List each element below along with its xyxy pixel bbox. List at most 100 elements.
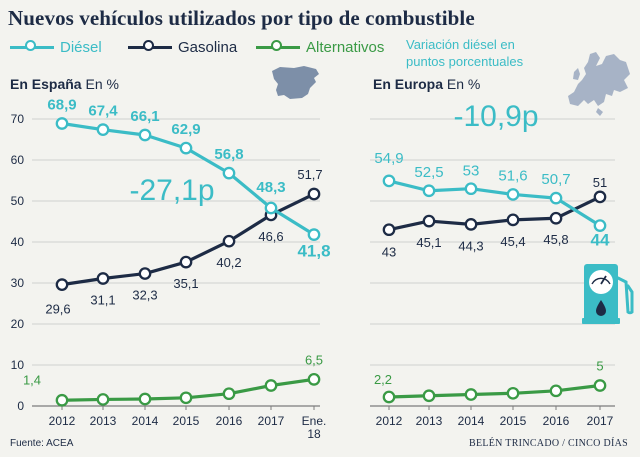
data-point-gasolina bbox=[382, 223, 396, 237]
data-label-gasolina: 45,4 bbox=[500, 234, 525, 249]
data-label-diésel: 44 bbox=[591, 231, 610, 250]
data-point-gasolina bbox=[422, 214, 436, 228]
y-tick-label: 60 bbox=[11, 153, 25, 167]
data-point-gasolina bbox=[179, 255, 193, 269]
legend-swatch-diesel bbox=[10, 39, 54, 51]
data-label-gasolina: 43 bbox=[382, 245, 396, 260]
data-point-alternativos bbox=[55, 393, 69, 407]
legend-swatch-alternativos bbox=[256, 39, 300, 51]
data-label-diésel: 68,9 bbox=[47, 97, 76, 114]
data-point-diésel bbox=[382, 174, 396, 188]
data-label-gasolina: 51 bbox=[593, 175, 607, 190]
data-point-alternativos bbox=[138, 392, 152, 406]
data-point-diésel bbox=[593, 219, 607, 232]
x-tick-label: 2016 bbox=[543, 414, 570, 428]
y-tick-label: 70 bbox=[11, 112, 25, 126]
data-point-gasolina bbox=[55, 278, 69, 291]
data-point-gasolina bbox=[138, 267, 152, 280]
data-point-gasolina bbox=[222, 234, 236, 248]
data-point-gasolina bbox=[307, 187, 321, 201]
legend-label-gasolina: Gasolina bbox=[178, 38, 238, 56]
data-label-alternativos: 1,4 bbox=[23, 372, 41, 387]
data-point-diésel bbox=[222, 166, 236, 180]
data-label-gasolina: 31,1 bbox=[90, 292, 115, 307]
x-tick-label: 2013 bbox=[416, 414, 443, 428]
data-point-diésel bbox=[506, 188, 520, 201]
data-point-diésel bbox=[138, 128, 152, 142]
y-tick-label: 0 bbox=[17, 399, 24, 413]
x-tick-label-line1: Ene. bbox=[302, 414, 327, 428]
data-label-gasolina: 29,6 bbox=[45, 302, 70, 317]
panel-title-europe-unit: En % bbox=[446, 76, 481, 92]
x-tick-label: Ene. 18 bbox=[302, 414, 327, 441]
data-label-gasolina: 32,3 bbox=[132, 288, 157, 303]
panel-title-europe: En Europa En % bbox=[373, 76, 480, 92]
x-tick-label: 2012 bbox=[376, 414, 403, 428]
credit-note: BELÉN TRINCADO / CINCO DÍAS bbox=[468, 438, 628, 449]
data-point-diésel bbox=[264, 201, 278, 215]
series-line-gasolina bbox=[388, 195, 601, 232]
data-point-alternativos bbox=[179, 391, 193, 405]
series-line-alternativos bbox=[388, 383, 601, 399]
data-label-diésel: 52,5 bbox=[414, 164, 443, 181]
data-point-alternativos bbox=[593, 379, 607, 392]
panel-title-spain-unit: En % bbox=[85, 76, 119, 92]
data-point-diésel bbox=[549, 191, 563, 205]
diesel-variation-note: Variación diésel en puntos porcentuales bbox=[406, 37, 524, 69]
data-label-alternativos: 5 bbox=[596, 359, 603, 374]
y-tick-label: 20 bbox=[11, 317, 25, 331]
data-point-diésel bbox=[464, 182, 478, 196]
x-tick-label: 2017 bbox=[258, 414, 285, 428]
legend-label-diesel: Diésel bbox=[60, 38, 102, 56]
data-label-gasolina: 46,6 bbox=[258, 229, 283, 244]
panel-title-spain-name: En España bbox=[10, 76, 82, 92]
data-point-alternativos bbox=[464, 388, 478, 401]
data-point-alternativos bbox=[307, 372, 321, 386]
x-tick-label: 2017 bbox=[587, 414, 614, 428]
data-label-alternativos: 2,2 bbox=[374, 372, 392, 387]
chart-title: Nuevos vehículos utilizados por tipo de … bbox=[8, 6, 475, 30]
data-point-alternativos bbox=[506, 386, 520, 400]
data-label-diésel: 67,4 bbox=[88, 103, 118, 120]
data-point-alternativos bbox=[549, 384, 563, 398]
x-tick-label: 2015 bbox=[173, 414, 200, 428]
data-point-alternativos bbox=[264, 379, 278, 392]
data-point-diésel bbox=[307, 228, 321, 241]
panel-es bbox=[32, 117, 321, 410]
y-tick-label: 40 bbox=[11, 235, 25, 249]
data-point-gasolina bbox=[593, 190, 607, 204]
series-line-diésel bbox=[388, 179, 601, 227]
data-label-diésel: 56,8 bbox=[214, 146, 243, 163]
y-tick-label: 30 bbox=[11, 276, 25, 290]
legend-item-gasolina: Gasolina bbox=[128, 37, 237, 57]
data-point-diésel bbox=[179, 141, 193, 155]
x-tick-label: 2015 bbox=[500, 414, 527, 428]
x-tick-label: 2014 bbox=[458, 414, 485, 428]
data-point-gasolina bbox=[96, 272, 110, 285]
data-point-gasolina bbox=[549, 211, 563, 225]
panel-title-spain: En España En % bbox=[10, 76, 119, 92]
data-point-diésel bbox=[422, 184, 436, 198]
legend-label-alternativos: Alternativos bbox=[306, 38, 385, 56]
data-label-diésel: 62,9 bbox=[171, 121, 200, 138]
europe-map-icon bbox=[568, 52, 630, 116]
legend-item-alternativos: Alternativos bbox=[256, 37, 384, 57]
data-label-diésel: 50,7 bbox=[541, 171, 570, 188]
legend-item-diesel: Diésel bbox=[10, 37, 102, 57]
data-label-gasolina: 51,7 bbox=[297, 167, 322, 182]
data-point-alternativos bbox=[96, 393, 110, 406]
data-point-diésel bbox=[55, 117, 69, 130]
x-tick-label: 2013 bbox=[90, 414, 117, 428]
panel-eu bbox=[370, 118, 615, 410]
data-label-gasolina: 45,1 bbox=[416, 235, 441, 250]
data-label-diésel: 66,1 bbox=[130, 108, 159, 125]
y-tick-label: 50 bbox=[11, 194, 25, 208]
annotation-diesel-change: -27,1p bbox=[129, 174, 214, 207]
x-tick-label: 2016 bbox=[216, 414, 243, 428]
data-label-gasolina: 44,3 bbox=[458, 238, 483, 253]
x-tick-label: 2014 bbox=[132, 414, 159, 428]
data-label-diésel: 51,6 bbox=[498, 167, 527, 184]
y-tick-label: 10 bbox=[11, 358, 25, 372]
legend-swatch-gasolina bbox=[128, 39, 172, 51]
data-point-gasolina bbox=[464, 218, 478, 231]
